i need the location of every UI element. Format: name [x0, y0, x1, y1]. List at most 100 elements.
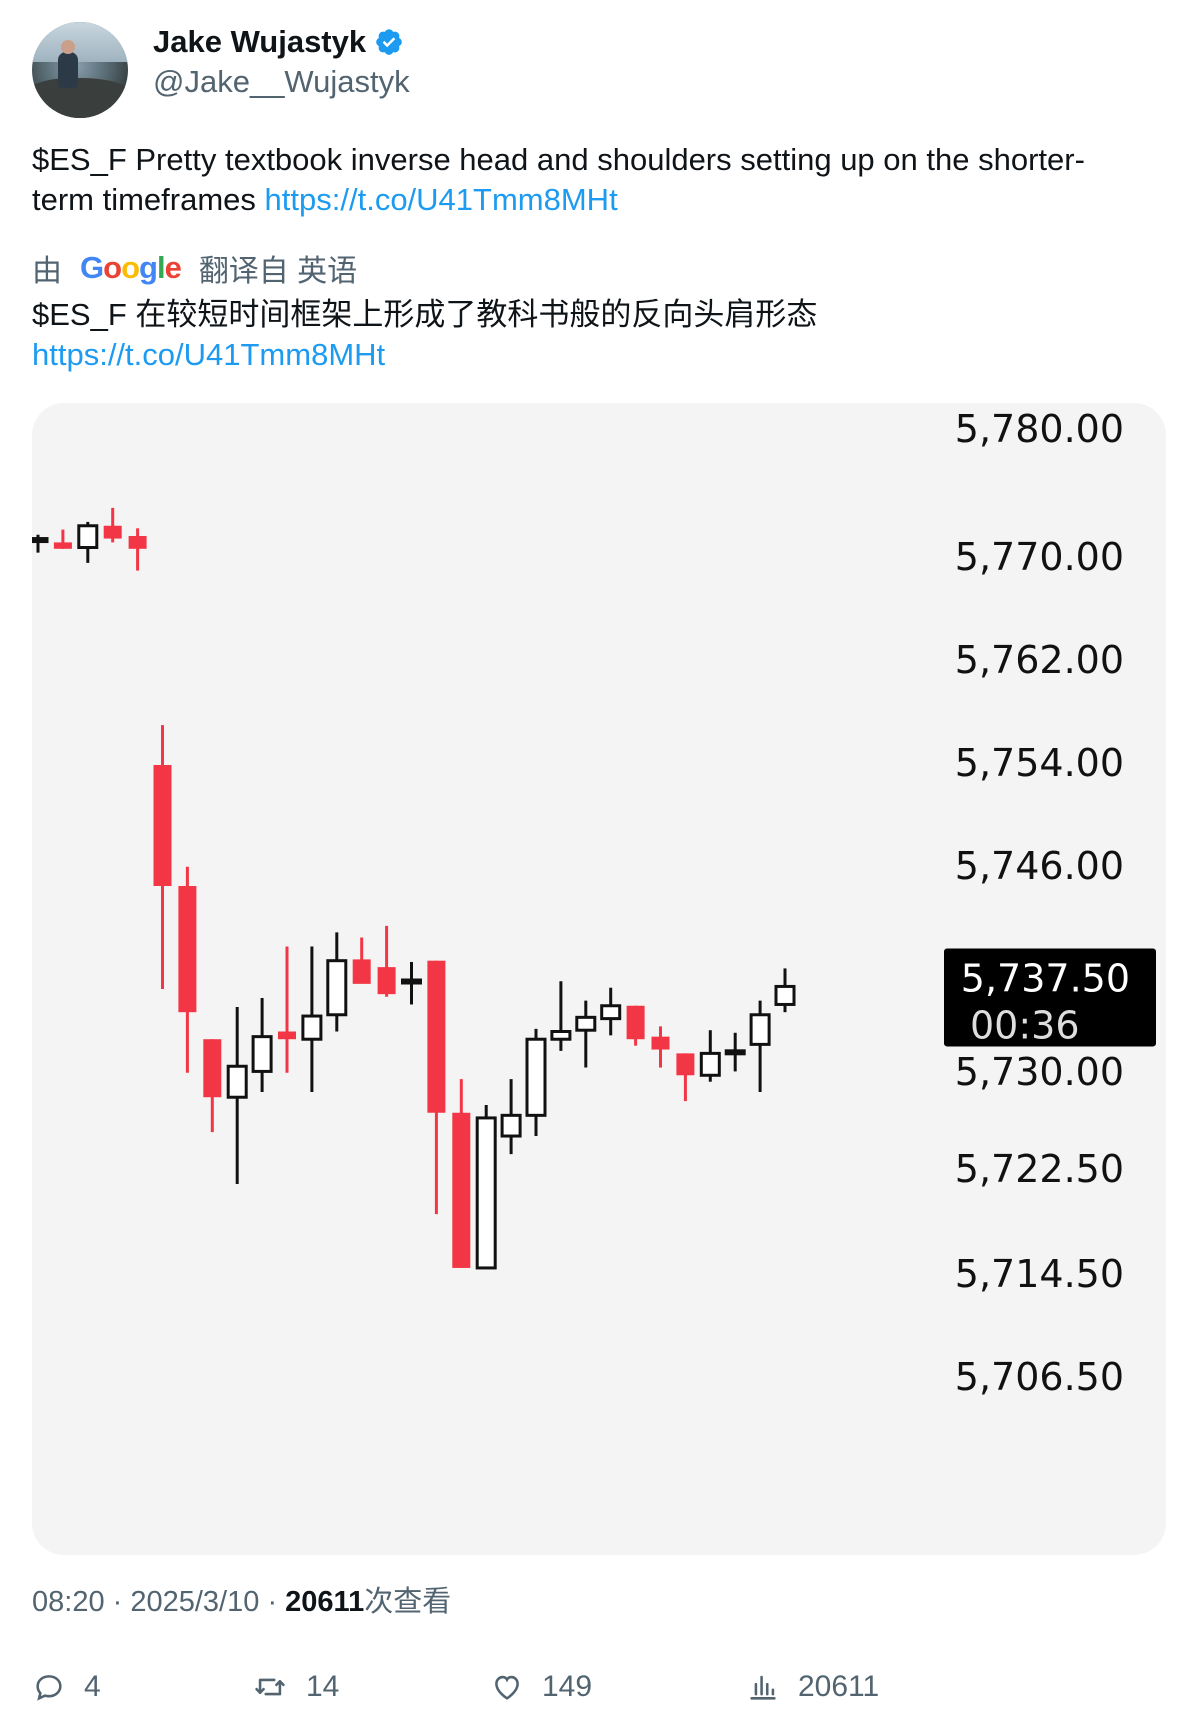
tweet-meta: 08:20 · 2025/3/10 · 20611次查看 — [32, 1586, 452, 1618]
views-action-count: 20611 — [798, 1670, 880, 1703]
candle-body — [575, 1015, 597, 1032]
y-tick-label: 5,730.00 — [955, 1050, 1124, 1094]
candle — [600, 987, 622, 1036]
candle-body — [452, 1112, 471, 1268]
candle — [326, 932, 348, 1032]
candlestick-chart: 5,780.00 5,770.00 5,762.00 5,754.00 5,746.00… — [32, 407, 1156, 1399]
reply-count: 4 — [84, 1670, 101, 1703]
candle — [749, 1000, 771, 1093]
like-count: 149 — [542, 1670, 593, 1703]
tweet-date[interactable]: 2025/3/10 — [130, 1586, 260, 1618]
chart-image[interactable]: 5,780.00 5,770.00 5,762.00 5,754.00 5,746.00… — [32, 403, 1166, 1555]
reply-icon — [36, 1675, 62, 1701]
candle-body — [326, 959, 348, 1017]
candle — [153, 725, 172, 990]
candle — [77, 521, 99, 563]
tweet-header: Jake Wujastyk @Jake__Wujastyk — [32, 22, 1132, 122]
candle — [301, 946, 323, 1093]
candle-body — [278, 1031, 296, 1040]
candle-body — [550, 1030, 572, 1041]
y-tick-label: 5,706.50 — [955, 1355, 1124, 1399]
candle — [724, 1032, 746, 1072]
candle — [575, 1000, 597, 1068]
candle-body — [32, 537, 49, 544]
candle-timer: 00:36 — [970, 1003, 1080, 1047]
views-count: 20611 — [285, 1586, 365, 1618]
candle — [401, 961, 422, 1005]
candle — [550, 981, 572, 1051]
candle — [774, 968, 796, 1013]
candle — [475, 1104, 497, 1270]
candle — [525, 1028, 547, 1137]
y-tick-label: 5,722.50 — [955, 1147, 1124, 1191]
candle — [427, 960, 446, 1215]
tweet-link[interactable]: https://t.co/U41Tmm8MHt — [264, 182, 618, 217]
candle-body — [178, 886, 197, 1013]
candle-body — [226, 1064, 248, 1099]
y-tick-label: 5,714.50 — [955, 1252, 1124, 1296]
candle-body — [77, 524, 99, 550]
like-button[interactable]: 149 — [490, 1665, 592, 1709]
candle — [32, 534, 49, 553]
current-price-tag — [944, 948, 1156, 1047]
views-label: 次查看 — [364, 1586, 452, 1618]
candle — [128, 528, 147, 571]
candle-body — [352, 959, 371, 984]
repost-icon — [255, 1678, 285, 1696]
y-tick-label: 5,780.00 — [955, 407, 1124, 451]
candle — [651, 1026, 670, 1068]
heart-icon — [495, 1675, 519, 1700]
repost-button[interactable]: 14 — [252, 1665, 339, 1709]
candle — [278, 946, 296, 1073]
candle — [203, 1039, 222, 1133]
candle-body — [676, 1053, 695, 1076]
current-price-label: 5,737.50 — [961, 956, 1130, 1000]
tweet-text: $ES_F Pretty textbook inverse head and s… — [32, 140, 1142, 220]
author-handle[interactable]: @Jake__Wujastyk — [153, 64, 410, 99]
avatar[interactable] — [32, 22, 128, 118]
candle-body — [153, 764, 172, 887]
translation-prefix: 由 — [32, 255, 62, 288]
candle-body — [500, 1113, 522, 1138]
views-button[interactable]: 20611 — [746, 1665, 879, 1709]
candle — [377, 925, 396, 997]
tweet-time[interactable]: 08:20 — [32, 1586, 105, 1618]
author-name-row: Jake Wujastyk — [153, 22, 404, 62]
y-tick-label: 5,746.00 — [955, 844, 1124, 888]
candle-body — [600, 1004, 622, 1021]
analytics-icon — [750, 1675, 776, 1700]
author-name[interactable]: Jake Wujastyk — [153, 24, 367, 59]
tweet-actions: 4 14 149 20611 — [32, 1665, 1166, 1709]
candle-body — [724, 1049, 746, 1056]
translated-text: $ES_F 在较短时间框架上形成了教科书般的反向头肩形态 https://t.c… — [32, 295, 1142, 375]
candle-body — [626, 1005, 645, 1040]
candle — [676, 1053, 695, 1102]
candle — [226, 1007, 248, 1184]
candle-body — [251, 1035, 273, 1073]
candle — [178, 866, 197, 1073]
candle — [452, 1079, 471, 1268]
candle — [699, 1030, 721, 1082]
y-tick-label: 5,762.00 — [955, 638, 1124, 682]
translation-suffix: 翻译自 英语 — [198, 255, 358, 288]
candle — [53, 529, 72, 549]
candle-body — [128, 536, 147, 549]
candle-body — [203, 1039, 222, 1098]
candle-body — [651, 1036, 670, 1050]
candle — [352, 937, 371, 984]
candle-body — [525, 1037, 547, 1117]
candle-body — [103, 525, 122, 539]
translated-link[interactable]: https://t.co/U41Tmm8MHt — [32, 337, 386, 372]
candle-body — [301, 1014, 323, 1041]
reply-button[interactable]: 4 — [32, 1665, 101, 1709]
candle — [251, 998, 273, 1093]
candle-body — [53, 542, 72, 549]
candle-body — [475, 1116, 497, 1270]
tweet-body: $ES_F Pretty textbook inverse head and s… — [32, 142, 1085, 217]
candle-body — [401, 978, 422, 985]
y-tick-label: 5,770.00 — [955, 535, 1124, 579]
candle — [103, 507, 122, 543]
y-tick-label: 5,754.00 — [955, 741, 1124, 785]
